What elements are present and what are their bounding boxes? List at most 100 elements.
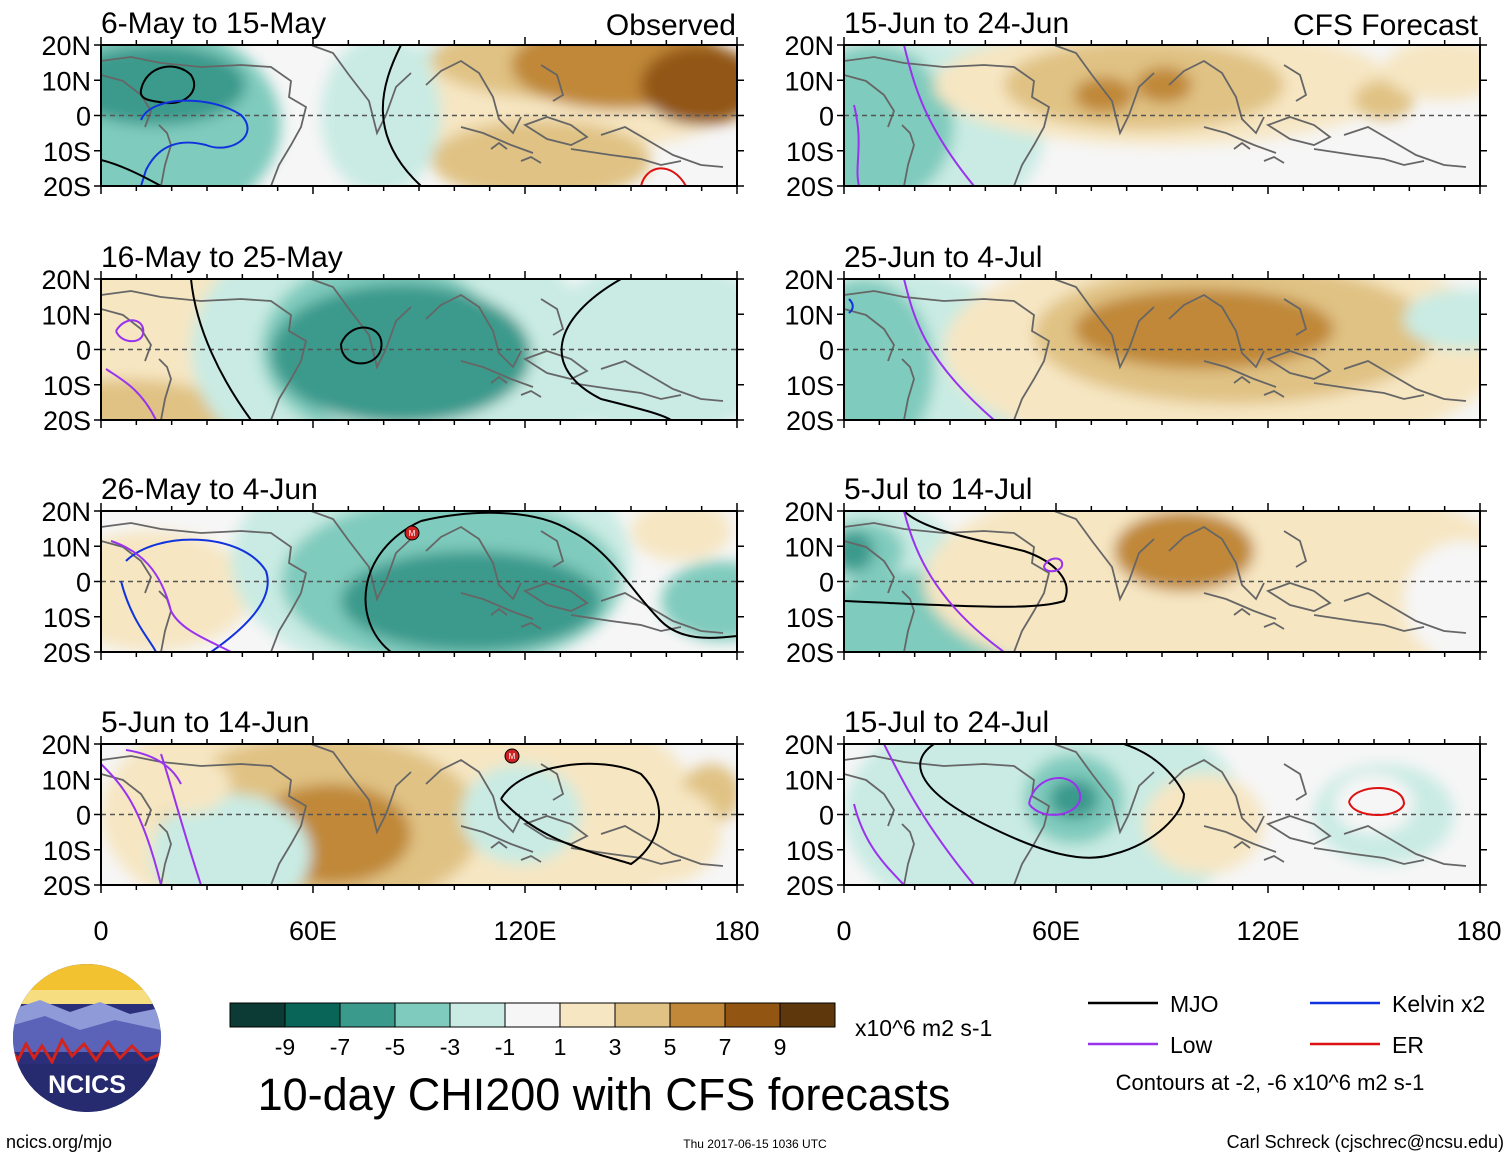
anomaly-field <box>1074 289 1334 369</box>
panel-title: 5-Jun to 14-Jun <box>101 706 309 739</box>
panel-title: 15-Jul to 24-Jul <box>844 706 1049 739</box>
coastline <box>570 847 682 865</box>
legend-label: Kelvin x2 <box>1392 991 1485 1017</box>
legend-label: Low <box>1170 1032 1213 1058</box>
coastline <box>1263 621 1285 630</box>
contour-note: Contours at -2, -6 x10^6 m2 s-1 <box>1116 1070 1425 1095</box>
colorbar-label: 7 <box>719 1034 732 1060</box>
panel-title: 15-Jun to 24-Jun <box>844 7 1069 40</box>
colorbar-label: -1 <box>495 1034 515 1060</box>
coastline <box>1265 582 1332 612</box>
coastline <box>490 840 508 849</box>
lat-label: 10S <box>43 603 91 633</box>
coastline <box>460 360 534 388</box>
coastline <box>1265 815 1332 845</box>
lon-label-180-left: 180 <box>714 916 759 946</box>
coastline <box>1203 592 1277 620</box>
panel-title: 5-Jul to 14-Jul <box>844 473 1032 506</box>
coastline <box>1053 511 1155 602</box>
lat-label: 10S <box>786 603 834 633</box>
lat-label: 10S <box>43 371 91 401</box>
lat-label: 10N <box>41 765 91 795</box>
coastline <box>101 773 152 827</box>
wave-contour <box>115 319 145 343</box>
coastline <box>460 825 534 853</box>
wave-contour <box>105 368 157 420</box>
lat-label: 0 <box>76 801 91 831</box>
coastline <box>1283 64 1308 102</box>
lat-label: 20S <box>43 172 91 202</box>
coastline <box>844 540 895 594</box>
lat-label: 20N <box>784 730 834 760</box>
wave-contour <box>120 580 157 652</box>
coastline <box>310 744 412 835</box>
anomaly-field <box>341 551 601 651</box>
coastline <box>844 755 1051 885</box>
lat-label: 0 <box>76 336 91 366</box>
colorbar-label: -5 <box>385 1034 405 1060</box>
colorbar-units: x10^6 m2 s-1 <box>855 1015 992 1041</box>
anomaly-field <box>601 784 721 884</box>
lat-label: 20S <box>43 871 91 901</box>
map-panel: 15-Jun to 24-Jun 20N 10N 0 10S 20S <box>784 7 1487 202</box>
coastline <box>520 389 542 398</box>
lat-label: 10N <box>41 66 91 96</box>
coastline <box>1265 350 1332 380</box>
coastline <box>1283 298 1308 336</box>
colorbar-label: 5 <box>664 1034 677 1060</box>
coastline <box>522 116 589 146</box>
lat-label: 10S <box>43 137 91 167</box>
map-panel: 6-May to 15-May 20N 10N 0 10S 20S <box>41 7 744 202</box>
coastline <box>101 56 308 186</box>
coastline <box>844 290 1051 420</box>
coastline <box>1168 758 1265 834</box>
wave-contour <box>140 99 249 186</box>
lat-label: 20N <box>41 265 91 295</box>
lat-label: 20S <box>43 638 91 668</box>
lat-label: 0 <box>819 102 834 132</box>
lon-label-0-left: 0 <box>93 916 108 946</box>
coastline <box>1313 382 1425 400</box>
coastline <box>1263 389 1285 398</box>
coastline <box>844 773 895 827</box>
contour-legend: MJO Kelvin x2 Low ER <box>1088 991 1485 1058</box>
map-panel: 5-Jun to 14-Jun 20N 10N 0 10S 20S <box>41 706 744 901</box>
coastline <box>460 126 534 154</box>
coastline <box>901 823 915 885</box>
coastline <box>425 59 522 135</box>
lat-label: 20N <box>784 31 834 61</box>
wave-contour <box>420 511 737 639</box>
lat-label: 10S <box>786 137 834 167</box>
colorbar-swatch <box>669 1002 726 1028</box>
lat-label: 20S <box>786 871 834 901</box>
wave-contour <box>903 45 975 186</box>
wave-contour <box>844 511 1068 608</box>
colorbar-swatch <box>284 1002 341 1028</box>
lat-label: 10S <box>786 371 834 401</box>
anomaly-field <box>1404 289 1480 349</box>
lat-label: 20N <box>41 497 91 527</box>
lat-label: 20S <box>43 406 91 436</box>
lat-label: 10N <box>784 765 834 795</box>
wave-contour <box>919 744 1186 859</box>
coastline <box>1343 360 1467 402</box>
colorbar-label: 3 <box>609 1034 622 1060</box>
lat-label: 0 <box>819 336 834 366</box>
coastline <box>540 530 565 568</box>
wave-contour <box>340 326 383 365</box>
coastline <box>600 360 724 402</box>
figure-title: 10-day CHI200 with CFS forecasts <box>258 1069 951 1120</box>
colorbar: -9 -7 -5 -3 -1 1 3 5 7 9 <box>229 1002 836 1060</box>
svg-text:M: M <box>409 529 416 538</box>
wave-contour <box>1043 557 1064 573</box>
coastline <box>1343 592 1467 634</box>
colorbar-label: 9 <box>774 1034 787 1060</box>
lon-label-60e-left: 60E <box>289 916 337 946</box>
coastline <box>1233 141 1251 150</box>
coastline <box>425 525 522 601</box>
wave-contour <box>101 159 162 186</box>
coastline <box>844 56 1051 186</box>
panel-title: 16-May to 25-May <box>101 241 343 274</box>
wave-contour <box>848 298 854 314</box>
coastline <box>158 358 172 420</box>
